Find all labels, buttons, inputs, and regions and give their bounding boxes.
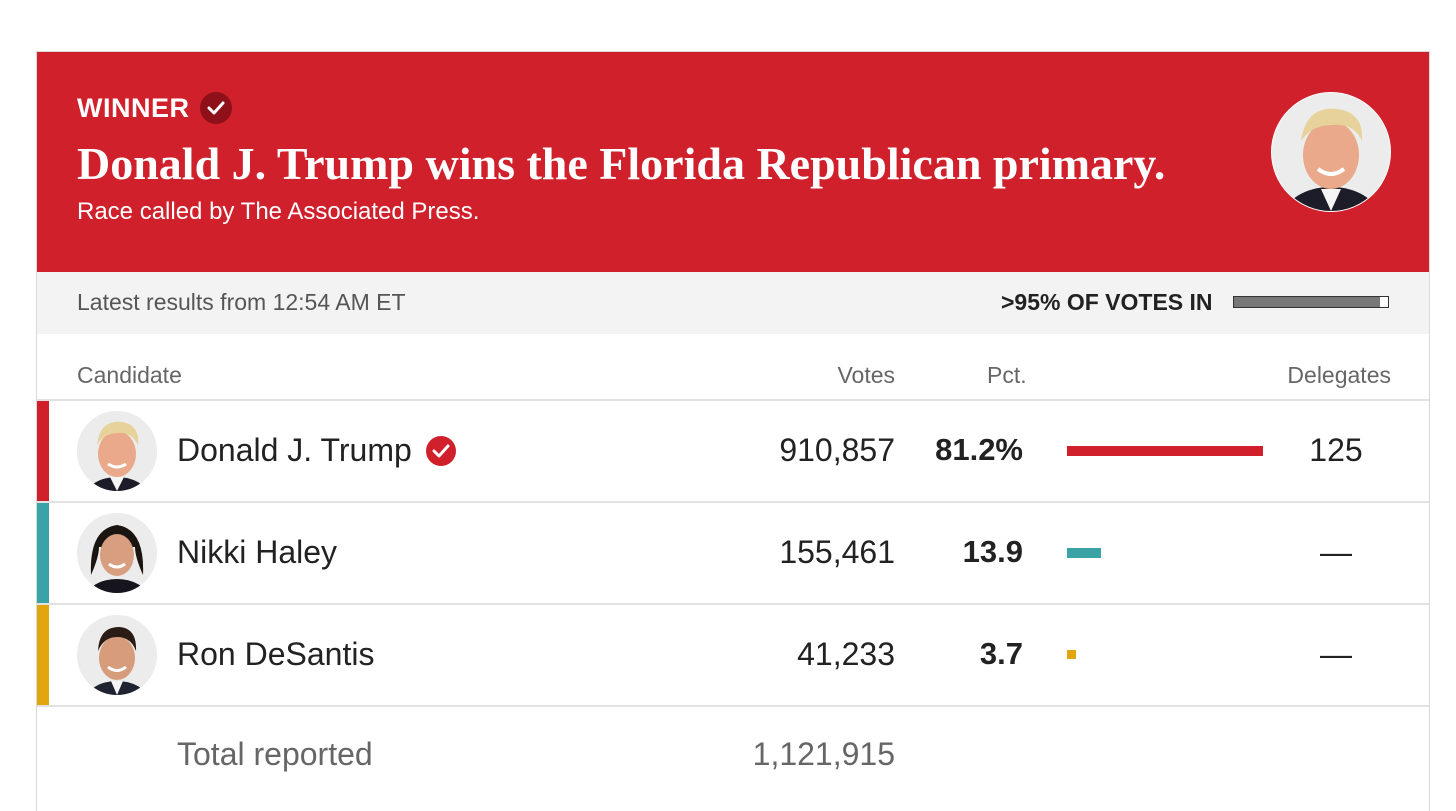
candidate-pct-bar — [1067, 650, 1076, 659]
winner-avatar — [1271, 92, 1391, 212]
candidate-pct-bar — [1067, 548, 1101, 558]
winner-label-row: WINNER — [77, 92, 232, 124]
candidate-name-text: Nikki Haley — [177, 534, 338, 570]
candidate-pct: 81.2% — [935, 432, 1023, 467]
column-header-delegates: Delegates — [1287, 362, 1391, 388]
candidate-delegates: — — [1320, 534, 1352, 570]
winner-label: WINNER — [77, 92, 190, 123]
latest-results-text: Latest results from 12:54 AM ET — [77, 289, 406, 315]
avatar — [77, 513, 157, 593]
candidate-row-desantis: Ron DeSantis 41,233 3.7 — — [37, 605, 1429, 705]
total-reported-label: Total reported — [177, 736, 373, 772]
column-header-votes: Votes — [837, 362, 895, 388]
candidate-name-text: Ron DeSantis — [177, 636, 375, 672]
candidate-row-trump: Donald J. Trump 910,857 81.2% 125 — [37, 401, 1429, 501]
candidate-color-stripe — [37, 605, 49, 705]
headline: Donald J. Trump wins the Florida Republi… — [77, 138, 1166, 189]
candidate-row-haley: Nikki Haley 155,461 13.9 — — [37, 503, 1429, 603]
candidate-votes: 41,233 — [797, 636, 895, 672]
winner-banner: WINNER Donald J. Trump wins the Florida … — [37, 52, 1429, 272]
row-divider — [37, 501, 1429, 503]
avatar — [77, 411, 157, 491]
candidate-name: Donald J. Trump — [177, 432, 456, 469]
check-circle-icon — [199, 92, 232, 124]
results-card: WINNER Donald J. Trump wins the Florida … — [36, 51, 1430, 811]
votes-in-label: >95% OF VOTES IN — [1001, 289, 1213, 315]
candidate-pct: 3.7 — [979, 636, 1023, 671]
candidate-delegates: 125 — [1309, 432, 1363, 468]
row-divider — [37, 705, 1429, 707]
candidate-votes: 155,461 — [779, 534, 895, 570]
candidate-color-stripe — [37, 503, 49, 603]
votes-in-progress-bar — [1233, 296, 1389, 308]
candidate-votes: 910,857 — [779, 432, 895, 468]
subhead: Race called by The Associated Press. — [77, 198, 480, 225]
avatar — [77, 615, 157, 695]
column-header-pct: Pct. — [987, 362, 1027, 388]
row-divider — [37, 603, 1429, 605]
candidate-delegates: — — [1320, 636, 1352, 672]
candidate-pct: 13.9 — [962, 534, 1023, 569]
total-reported-votes: 1,121,915 — [752, 736, 895, 772]
check-circle-icon — [425, 435, 456, 466]
row-divider — [37, 399, 1429, 401]
candidate-name: Ron DeSantis — [177, 636, 374, 673]
candidate-name-text: Donald J. Trump — [177, 432, 412, 468]
candidate-color-stripe — [37, 401, 49, 501]
column-header-candidate: Candidate — [77, 362, 182, 388]
candidate-name: Nikki Haley — [177, 534, 337, 571]
votes-in-progress-fill — [1234, 297, 1381, 307]
results-status-bar: Latest results from 12:54 AM ET >95% OF … — [37, 272, 1429, 334]
candidate-pct-bar — [1067, 446, 1263, 456]
